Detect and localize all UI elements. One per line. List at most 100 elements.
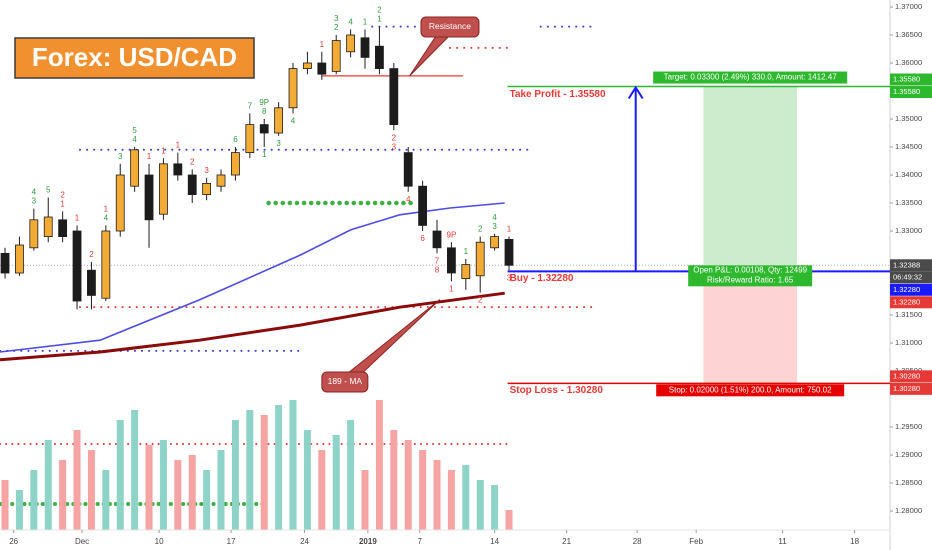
candle-body <box>144 174 154 221</box>
candle-label: 4 <box>104 214 109 223</box>
x-tick-label: 2019 <box>359 537 377 546</box>
volume-bar <box>318 450 326 530</box>
y-tick-label: 1.33000 <box>895 226 922 235</box>
volume-bar <box>332 435 340 530</box>
price-label: 1.32280 <box>893 297 920 306</box>
x-tick-label: Dec <box>75 537 89 546</box>
volume-bar <box>188 455 196 530</box>
candle-label: 9P <box>259 98 269 107</box>
volume-bar <box>447 470 455 530</box>
price-label: 1.32280 <box>893 285 920 294</box>
chart-title: Forex: USD/CAD <box>32 42 237 72</box>
x-tick-label: 18 <box>850 537 859 546</box>
candle-label: 4 <box>348 18 353 27</box>
candle-label: 4 <box>132 135 137 144</box>
candle-body <box>317 62 327 75</box>
price-label-box <box>890 259 932 272</box>
candle-label: 1 <box>147 152 152 161</box>
volume-bar <box>159 440 167 530</box>
candle-body <box>389 68 399 126</box>
price-label: 1.35580 <box>893 87 920 96</box>
stop-info: Stop: 0.02000 (1.51%) 200.0, Amount: 750… <box>669 385 832 394</box>
volume-bar <box>390 430 398 530</box>
candle-body <box>274 107 284 134</box>
title-box: Forex: USD/CAD <box>14 37 255 79</box>
candle-body <box>173 163 183 176</box>
volume-bar <box>44 440 52 530</box>
price-label-box <box>890 73 932 86</box>
volume-bar <box>433 460 441 530</box>
volume-bar <box>102 470 110 530</box>
candle-body <box>303 62 312 70</box>
price-label-box <box>890 86 932 99</box>
candle-label: 2 <box>392 133 397 142</box>
volume-bar <box>131 410 139 530</box>
candle-label: 1 <box>176 141 181 150</box>
volume-bar <box>361 470 369 530</box>
candle-body <box>490 236 500 249</box>
candle-label: 8 <box>262 107 267 116</box>
y-tick-label: 1.31000 <box>895 338 922 347</box>
candle-body <box>403 152 413 187</box>
candle-body <box>375 45 384 70</box>
price-label-box <box>890 283 932 296</box>
price-label-box <box>890 382 932 395</box>
buy-label: Buy - 1.32280 <box>510 273 574 284</box>
candle-label: 1 <box>464 247 469 256</box>
moving-average <box>0 202 505 353</box>
price-label-box <box>890 370 932 383</box>
take-profit-label: Take Profit - 1.35580 <box>510 89 606 100</box>
y-tick-label: 1.34500 <box>895 142 922 151</box>
volume-bar <box>15 490 23 530</box>
volume-bar <box>59 460 67 530</box>
candle-body <box>159 163 168 215</box>
volume-bar <box>491 485 499 530</box>
x-tick-label: 11 <box>778 537 787 546</box>
candle-label: 3 <box>118 152 123 161</box>
candle-body <box>331 40 341 72</box>
volume-bar <box>1 480 9 530</box>
y-tick-label: 1.31500 <box>895 310 922 319</box>
annotation-text: Resistance <box>429 21 471 31</box>
candle-label: 4 <box>492 213 497 222</box>
volume-bar <box>174 460 182 530</box>
countdown-label: 06:49:32 <box>893 272 922 281</box>
x-tick-label: 24 <box>300 537 309 546</box>
candle-body <box>29 219 39 249</box>
candle-label: 5 <box>132 126 137 135</box>
y-tick-label: 1.28000 <box>895 506 922 515</box>
candle-label: 1 <box>507 225 512 234</box>
volume-bar <box>116 420 124 530</box>
x-tick-label: 7 <box>418 537 423 546</box>
candle-label: 1 <box>75 214 80 223</box>
candle-label: 1 <box>262 150 267 159</box>
entry-info: Open P&L: 0.00108, Qty: 12499 <box>693 265 807 274</box>
candle-body <box>87 269 96 296</box>
candle-body <box>259 124 269 134</box>
candle-body <box>245 124 255 154</box>
candle-label: 6 <box>233 135 238 144</box>
title-background <box>14 37 255 79</box>
y-tick-label: 1.28500 <box>895 478 922 487</box>
annotation-bubble <box>321 371 369 393</box>
x-tick-label: 28 <box>633 537 642 546</box>
volume-bar <box>275 405 283 530</box>
x-tick-label: 21 <box>562 537 571 546</box>
volume-bar <box>419 450 427 530</box>
candle-label: 1 <box>377 15 382 24</box>
volume-bar <box>505 510 513 530</box>
stop-loss-label: Stop Loss - 1.30280 <box>510 385 604 396</box>
profit-zone <box>703 86 797 272</box>
candle-label: 2 <box>89 250 94 259</box>
candle-body <box>202 183 212 196</box>
candle-label: 3 <box>392 142 397 151</box>
x-tick-label: 14 <box>490 537 499 546</box>
candle-body <box>101 230 111 299</box>
candle-label: 9P <box>447 230 457 239</box>
y-tick-label: 1.29500 <box>895 422 922 431</box>
y-tick-label: 1.34000 <box>895 170 922 179</box>
y-tick-label: 1.33500 <box>895 198 922 207</box>
x-tick-label: Feb <box>689 537 703 546</box>
volume-panel <box>0 400 513 530</box>
